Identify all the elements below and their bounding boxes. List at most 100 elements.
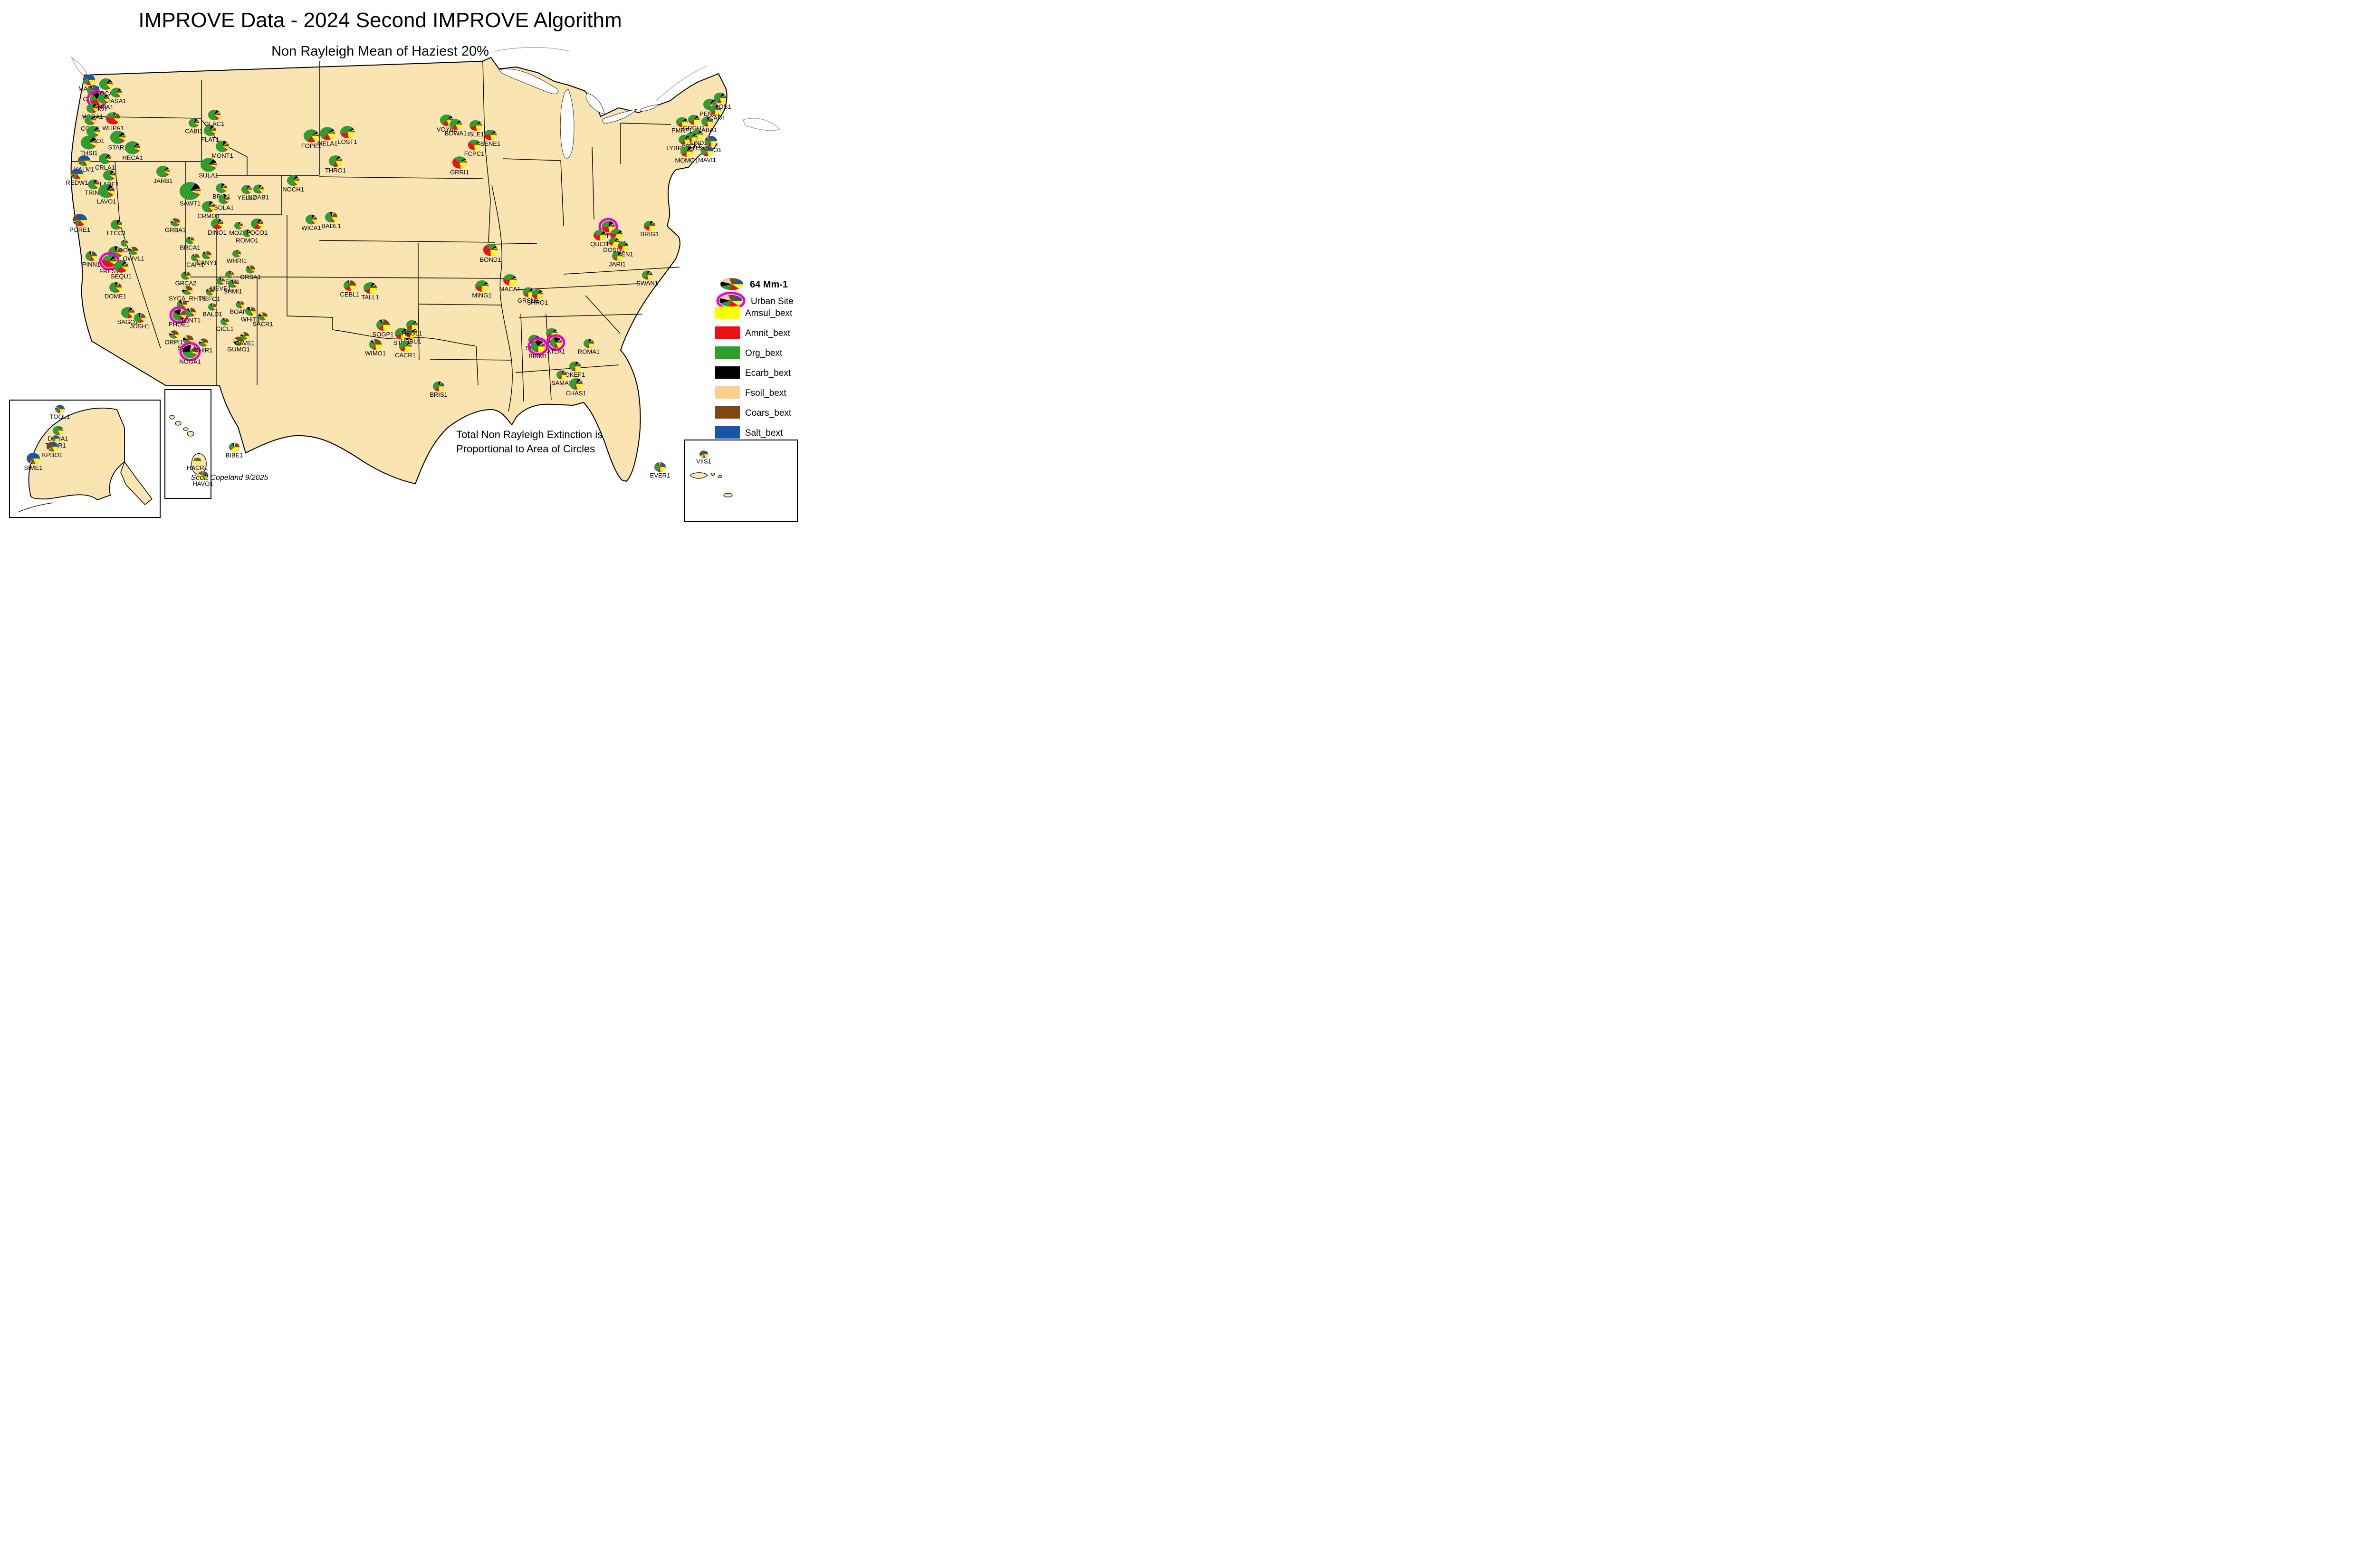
pie-slice-Coars_bext xyxy=(243,332,249,336)
pie-slice-Org_bext xyxy=(205,290,212,296)
pie-slice-Org_bext xyxy=(80,135,95,150)
site-pie-SULA1 xyxy=(200,158,217,172)
pie-slice-Org_bext xyxy=(234,222,241,229)
pie-slice-Org_bext xyxy=(549,337,556,348)
pie-slice-Coars_bext xyxy=(222,143,230,147)
pie-slice-Ecarb_bext xyxy=(182,345,192,353)
site-label-GRBA1: GRBA1 xyxy=(165,227,186,234)
site-label-GRSM1: GRSM1 xyxy=(517,297,539,304)
pie-slice-Salt_bext xyxy=(561,373,567,375)
pie-slice-Org_bext xyxy=(203,125,214,136)
site-pie-SAWT1 xyxy=(179,182,201,200)
site-label-TOOL1: TOOL1 xyxy=(50,413,70,421)
site-label-BALD1: BALD1 xyxy=(202,311,222,318)
site-pie-GRCA2 xyxy=(181,271,191,280)
pie-slice-Coars_bext xyxy=(556,340,563,343)
pie-slice-Salt_bext xyxy=(173,334,179,335)
pie-slice-Org_bext xyxy=(242,229,249,237)
pie-slice-Coars_bext xyxy=(229,272,234,275)
pie-slice-Org_bext xyxy=(188,118,198,128)
site-pie-THSI1 xyxy=(80,135,97,150)
pie-slice-Coars_bext xyxy=(209,288,215,292)
site-pie-LAVO1 xyxy=(98,184,115,198)
pie-slice-Org_bext xyxy=(125,141,139,154)
legend-urban-pie xyxy=(716,292,746,310)
legend-label-Salt_bext: Salt_bext xyxy=(745,428,783,438)
pie-slice-Coars_bext xyxy=(246,187,252,190)
site-pie-HACR1 xyxy=(193,458,201,464)
site-label-BOAP1: BOAP1 xyxy=(230,308,250,316)
site-pie-GRBA1 xyxy=(170,218,181,227)
pie-slice-Org_bext xyxy=(325,211,332,223)
pie-slice-Coars_bext xyxy=(311,216,317,220)
pie-slice-Coars_bext xyxy=(172,218,181,223)
site-label-MACA1: MACA1 xyxy=(499,286,521,293)
site-label-SNPA1: SNPA1 xyxy=(94,104,114,111)
legend: 64 Mm-1 Urban Site Amsul_bext Amnit_bext Org… xyxy=(715,278,794,439)
site-pie-SIME1 xyxy=(26,452,40,465)
pie-slice-Amnit_bext xyxy=(593,234,601,241)
pie-slice-Org_bext xyxy=(701,116,708,126)
pie-slice-Org_bext xyxy=(594,229,604,236)
site-label-TRIN1: TRIN1 xyxy=(85,189,103,196)
pie-slice-Coars_bext xyxy=(551,332,558,334)
site-label-SIME1: SIME1 xyxy=(24,464,42,471)
pie-slice-Coars_bext xyxy=(214,113,221,115)
pie-slice-Salt_bext xyxy=(660,463,666,468)
site-pie-WHPA1 xyxy=(105,112,121,124)
site-label-ROMO1: ROMO1 xyxy=(236,237,259,244)
site-label-FRES1: FRES1 xyxy=(99,268,119,275)
pie-slice-Salt_bext xyxy=(719,96,727,98)
site-pie-SWAN1 xyxy=(642,270,653,280)
site-label-PASA1: PASA1 xyxy=(107,97,126,105)
site-pie-WHIT1 xyxy=(245,306,256,316)
pie-slice-Org_bext xyxy=(185,237,193,244)
pie-slice-Org_bext xyxy=(216,277,222,285)
improve-map-page: IMPROVE Data - 2024 Second IMPROVE Algor… xyxy=(0,0,808,523)
site-pie-GLAC1 xyxy=(208,109,221,121)
pie-slice-Coars_bext xyxy=(699,450,705,456)
pie-slice-Org_bext xyxy=(99,78,110,90)
pie-slice-Salt_bext xyxy=(78,155,91,161)
site-pie-HECA1 xyxy=(125,141,141,154)
site-label-BADL1: BADL1 xyxy=(321,222,341,229)
pie-slice-Coars_bext xyxy=(412,323,418,325)
alaska-panhandle xyxy=(120,461,153,506)
pie-slice-Salt_bext xyxy=(93,85,100,91)
pie-slice-Coars_bext xyxy=(210,127,217,131)
pie-slice-Org_bext xyxy=(235,301,240,308)
pie-slice-Salt_bext xyxy=(121,266,129,267)
pie-slice-Coars_bext xyxy=(46,442,53,450)
pie-slice-Salt_bext xyxy=(608,226,615,227)
site-label-SAGO1: SAGO1 xyxy=(117,318,139,325)
pie-slice-Coars_bext xyxy=(88,141,97,143)
legend-label-Amnit_bext: Amnit_bext xyxy=(745,328,791,338)
pie-slice-Coars_bext xyxy=(490,248,498,250)
signature: Scott Copeland 9/2025 xyxy=(191,474,268,482)
pie-slice-Org_bext xyxy=(201,252,210,259)
aleutian-islands xyxy=(18,502,54,513)
site-label-SEQU1: SEQU1 xyxy=(111,273,132,280)
site-pie-PINN1 xyxy=(85,251,97,261)
pie-slice-Org_bext xyxy=(432,381,439,390)
site-label-PMRF1: PMRF1 xyxy=(671,127,692,134)
site-pie-BALD1 xyxy=(208,303,217,311)
pie-slice-Coars_bext xyxy=(331,212,338,218)
site-label-FOPE1: FOPE1 xyxy=(301,143,322,150)
site-label-YELL2: YELL2 xyxy=(237,194,256,201)
pie-slice-Org_bext xyxy=(179,182,199,200)
pie-slice-Org_bext xyxy=(250,218,259,229)
site-label-JARB1: JARB1 xyxy=(153,177,172,184)
pie-slice-Coars_bext xyxy=(185,286,193,291)
pie-slice-Coars_bext xyxy=(257,221,264,224)
pie-slice-Org_bext xyxy=(287,175,296,186)
legend-swatch-Org_bext xyxy=(715,346,740,359)
pie-slice-Org_bext xyxy=(569,378,578,390)
site-pie-MAKA2 xyxy=(82,74,96,86)
pie-slice-Org_bext xyxy=(328,155,339,166)
pie-slice-Org_bext xyxy=(678,134,688,144)
legend-swatch-Ecarb_bext xyxy=(715,366,740,379)
site-label-GICL1: GICL1 xyxy=(216,325,234,333)
site-pie-CEBL1 xyxy=(343,280,356,291)
pie-slice-Org_bext xyxy=(52,426,61,435)
